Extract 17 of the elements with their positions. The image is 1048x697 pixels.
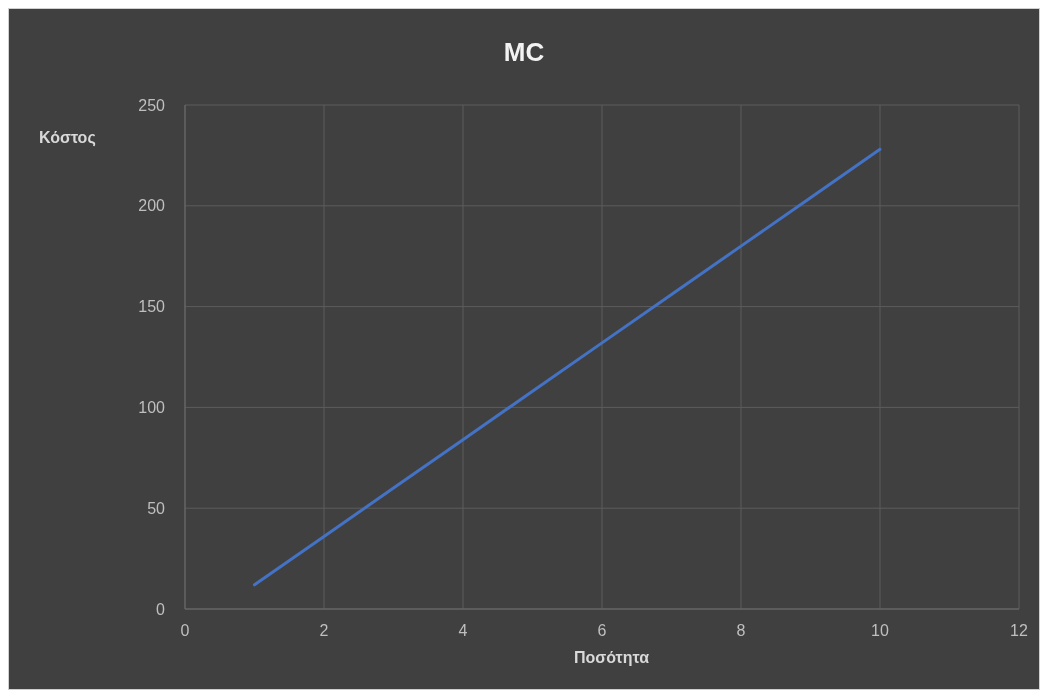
x-tick-label: 4: [458, 622, 468, 640]
y-axis-title: Κόστος: [39, 129, 96, 147]
x-tick-label: 0: [180, 622, 190, 640]
y-tick-label: 0: [156, 600, 166, 618]
x-axis-title: Ποσότητα: [572, 649, 650, 667]
y-tick-label: 100: [138, 399, 166, 417]
y-tick-label: 150: [138, 298, 166, 316]
x-tick-label: 12: [1010, 622, 1028, 640]
x-tick-label: 8: [736, 622, 746, 640]
y-tick-label: 200: [138, 197, 166, 215]
x-tick-label: 2: [319, 622, 329, 640]
x-tick-label: 10: [871, 622, 889, 640]
y-tick-label: 50: [147, 499, 166, 517]
line-series: [253, 147, 882, 587]
chart-title: MC: [502, 37, 546, 68]
y-tick-label: 250: [138, 96, 166, 114]
x-tick-label: 6: [597, 622, 607, 640]
